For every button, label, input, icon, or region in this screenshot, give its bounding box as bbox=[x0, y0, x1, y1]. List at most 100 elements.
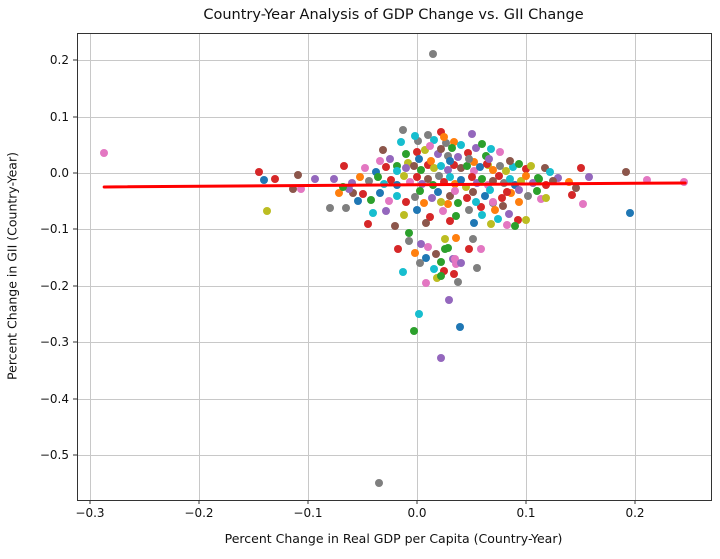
y-tick-label: −0.3 bbox=[39, 335, 69, 350]
scatter-point bbox=[468, 188, 477, 197]
scatter-point bbox=[445, 156, 454, 165]
x-gridline bbox=[526, 34, 528, 500]
scatter-point bbox=[465, 155, 474, 164]
scatter-point bbox=[391, 221, 400, 230]
scatter-point bbox=[643, 176, 651, 185]
scatter-point bbox=[369, 209, 378, 217]
scatter-point bbox=[399, 210, 408, 219]
scatter-point bbox=[540, 163, 549, 172]
scatter-point bbox=[294, 171, 303, 180]
scatter-point bbox=[443, 152, 452, 161]
scatter-point bbox=[288, 184, 297, 193]
scatter-point bbox=[436, 354, 445, 363]
y-tick-mark bbox=[73, 116, 77, 118]
y-tick-label: 0.1 bbox=[49, 109, 69, 124]
scatter-point bbox=[478, 210, 487, 219]
scatter-point bbox=[420, 145, 429, 154]
scatter-point bbox=[441, 234, 450, 243]
x-gridline bbox=[89, 34, 91, 500]
scatter-point bbox=[505, 156, 514, 165]
scatter-point bbox=[480, 191, 489, 200]
scatter-point bbox=[413, 147, 421, 156]
x-gridline bbox=[308, 34, 309, 500]
scatter-point bbox=[409, 161, 418, 170]
scatter-point bbox=[477, 245, 486, 254]
scatter-point bbox=[443, 243, 452, 252]
scatter-point bbox=[522, 172, 531, 181]
y-gridline bbox=[78, 60, 711, 62]
scatter-point bbox=[572, 184, 581, 193]
x-gridline bbox=[198, 34, 200, 500]
scatter-point bbox=[402, 198, 411, 207]
scatter-point bbox=[567, 190, 576, 199]
scatter-point bbox=[585, 172, 594, 181]
scatter-point bbox=[680, 178, 689, 186]
scatter-point bbox=[367, 196, 376, 205]
scatter-point bbox=[375, 157, 384, 166]
x-tick-mark bbox=[307, 500, 309, 504]
scatter-point bbox=[504, 209, 513, 218]
scatter-point bbox=[436, 161, 445, 170]
scatter-point bbox=[495, 148, 504, 157]
scatter-point bbox=[417, 165, 426, 174]
y-gridline bbox=[78, 398, 711, 400]
scatter-point bbox=[454, 153, 463, 162]
scatter-point bbox=[455, 323, 464, 332]
scatter-point bbox=[541, 181, 550, 190]
y-tick-label: −0.1 bbox=[39, 222, 69, 237]
scatter-point bbox=[499, 201, 508, 210]
x-gridline bbox=[417, 34, 418, 500]
scatter-point bbox=[476, 163, 485, 172]
x-tick-mark bbox=[198, 500, 200, 504]
y-tick-label: −0.2 bbox=[39, 278, 69, 293]
scatter-point bbox=[482, 159, 491, 168]
y-tick-label: −0.5 bbox=[39, 447, 69, 462]
scatter-point bbox=[409, 327, 418, 336]
scatter-point bbox=[503, 188, 512, 197]
scatter-point bbox=[452, 259, 461, 268]
scatter-point bbox=[358, 190, 367, 199]
scatter-point bbox=[477, 202, 486, 211]
scatter-point bbox=[398, 126, 407, 135]
scatter-point bbox=[421, 253, 430, 262]
scatter-point bbox=[447, 144, 456, 153]
scatter-point bbox=[433, 149, 442, 158]
scatter-point bbox=[511, 221, 520, 230]
scatter-point bbox=[451, 254, 460, 263]
scatter-point bbox=[443, 199, 452, 208]
scatter-point bbox=[456, 140, 465, 149]
scatter-point bbox=[254, 167, 263, 176]
scatter-point bbox=[404, 158, 413, 167]
scatter-point bbox=[393, 181, 402, 190]
scatter-point bbox=[527, 162, 536, 171]
y-tick-mark bbox=[73, 285, 77, 287]
x-tick-label: 0.1 bbox=[516, 506, 536, 520]
scatter-point bbox=[489, 165, 498, 174]
scatter-point bbox=[393, 191, 402, 200]
scatter-point bbox=[393, 162, 402, 171]
scatter-point bbox=[423, 243, 432, 252]
scatter-point bbox=[433, 188, 442, 197]
y-tick-mark bbox=[73, 59, 77, 61]
scatter-point bbox=[489, 198, 498, 207]
scatter-point bbox=[413, 206, 421, 215]
scatter-point bbox=[439, 207, 448, 216]
scatter-point bbox=[405, 228, 414, 237]
x-tick-mark bbox=[89, 500, 91, 504]
scatter-point bbox=[498, 193, 507, 202]
scatter-point bbox=[382, 207, 391, 216]
scatter-point bbox=[429, 50, 438, 59]
scatter-point bbox=[310, 174, 319, 183]
x-tick-mark bbox=[634, 500, 636, 504]
scatter-point bbox=[385, 154, 394, 163]
scatter-point bbox=[262, 206, 271, 215]
scatter-point bbox=[515, 159, 524, 168]
scatter-point bbox=[365, 177, 374, 186]
scatter-point bbox=[440, 133, 449, 142]
scatter-point bbox=[436, 127, 445, 136]
scatter-point bbox=[522, 165, 531, 174]
scatter-point bbox=[440, 266, 449, 275]
x-tick-label: 0.2 bbox=[625, 506, 645, 520]
x-tick-label: −0.1 bbox=[293, 506, 323, 520]
scatter-point bbox=[469, 157, 478, 166]
